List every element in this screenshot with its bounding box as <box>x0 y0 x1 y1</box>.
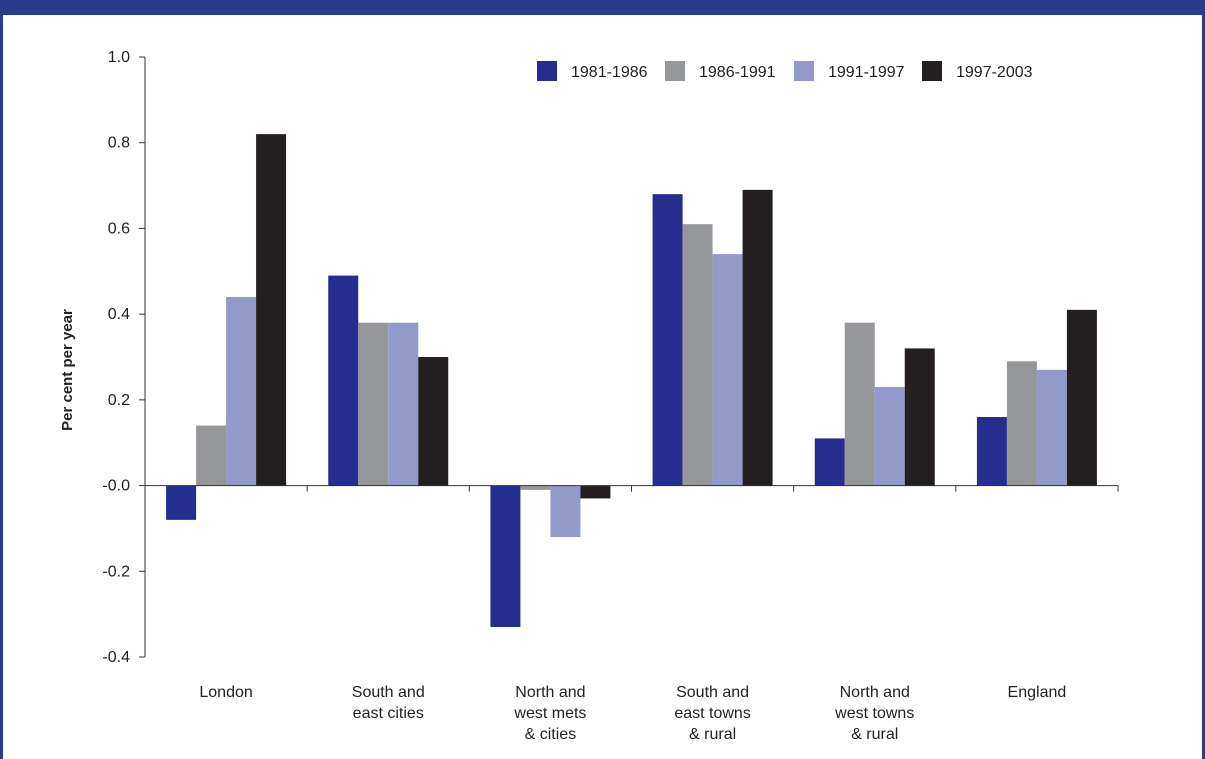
y-tick-label: -0.4 <box>102 649 130 666</box>
bar <box>328 275 359 486</box>
y-tick-label: 0.2 <box>108 392 130 409</box>
category-label: & cities <box>525 726 577 743</box>
bar <box>1006 361 1037 486</box>
legend-swatch <box>665 61 685 81</box>
category-label: London <box>199 684 252 701</box>
bar <box>196 425 227 486</box>
bar <box>418 357 449 486</box>
y-tick-label: -0.2 <box>102 563 130 580</box>
bar <box>682 224 713 486</box>
legend: 1981-1986 1986-1991 1991-1997 1997-2003 <box>537 61 1033 81</box>
bar <box>256 134 287 486</box>
bar <box>166 485 197 520</box>
bar <box>226 297 257 486</box>
bar <box>490 485 521 627</box>
legend-label: 1986-1991 <box>699 64 776 81</box>
category-label: North and <box>840 684 910 701</box>
category-label: North and <box>515 684 585 701</box>
category-label: South and <box>352 684 425 701</box>
category-label: east cities <box>353 705 424 722</box>
bar <box>742 189 773 486</box>
category-label: England <box>1008 684 1067 701</box>
legend-swatch <box>794 61 814 81</box>
bar <box>652 194 683 486</box>
bars <box>166 134 1097 627</box>
bar <box>712 254 743 486</box>
legend-label: 1991-1997 <box>828 64 905 81</box>
y-axis-label: Per cent per year <box>59 309 76 431</box>
category-label: west towns <box>834 705 914 722</box>
bar <box>580 485 611 499</box>
bar <box>358 322 389 486</box>
bar <box>520 485 551 490</box>
y-tick-label: 1.0 <box>108 49 130 66</box>
bar <box>844 322 875 486</box>
bar <box>904 348 935 486</box>
category-label: & rural <box>851 726 898 743</box>
bar <box>388 322 419 486</box>
category-label: west mets <box>513 705 586 722</box>
category-label: & rural <box>689 726 736 743</box>
bar <box>550 485 581 537</box>
bar <box>874 387 905 486</box>
y-tick-label: 0.6 <box>108 220 130 237</box>
y-tick-label: -0.0 <box>102 478 130 495</box>
category-label: east towns <box>674 705 750 722</box>
legend-label: 1997-2003 <box>956 64 1033 81</box>
y-axis: 1.0 0.8 0.6 0.4 0.2 -0.0 -0.2 -0.4 <box>102 49 146 666</box>
legend-swatch <box>537 61 557 81</box>
bar <box>1066 309 1097 486</box>
category-label: South and <box>676 684 749 701</box>
bar <box>1036 369 1067 486</box>
legend-swatch <box>922 61 942 81</box>
bar <box>976 417 1007 486</box>
legend-label: 1981-1986 <box>571 64 648 81</box>
bar <box>814 438 845 486</box>
y-tick-label: 0.4 <box>108 306 130 323</box>
y-tick-label: 0.8 <box>108 135 130 152</box>
x-axis: London South and east cities North and west … <box>144 485 1119 743</box>
